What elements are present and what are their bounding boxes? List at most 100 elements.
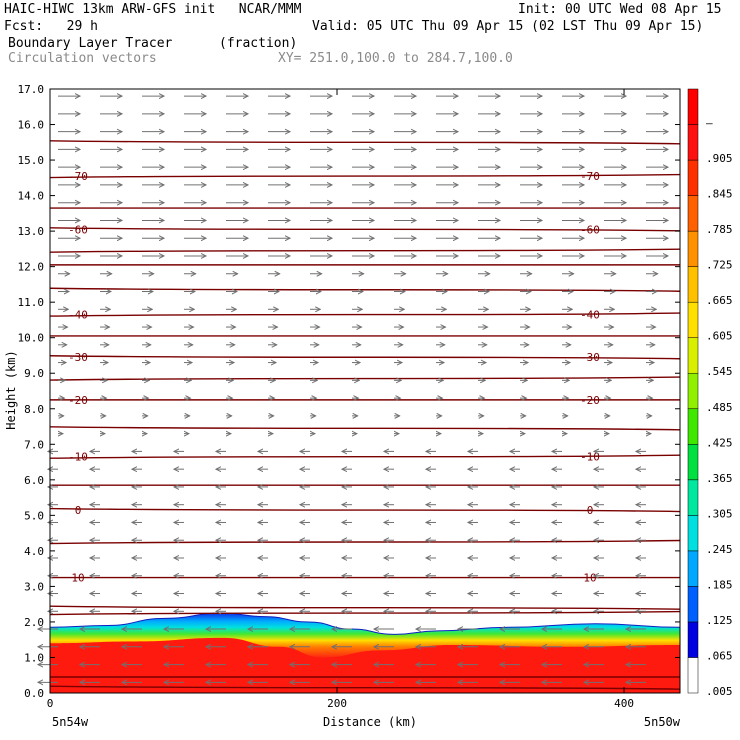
- valid-time: Valid: 05 UTC Thu 09 Apr 15 (02 LST Thu …: [312, 19, 704, 34]
- contour-label: -70: [68, 170, 88, 183]
- colorbar-label: .425: [706, 436, 733, 449]
- colorbar: .005 .065 .125 .185 .245 .305 .365 .425 .485 .545…: [687, 88, 733, 698]
- colorbar-swatch: [687, 159, 699, 196]
- colorbar-label: –: [706, 117, 713, 130]
- x-start-label: 5n54w: [52, 715, 89, 729]
- colorbar-swatch: [687, 88, 699, 125]
- contour-line: [49, 287, 681, 292]
- contour-label: -30: [68, 351, 88, 364]
- contour-line: [49, 685, 681, 690]
- contour-line: [49, 173, 681, 179]
- colorbar-label: .125: [706, 614, 733, 627]
- y-tick-label: 12.0: [18, 261, 45, 274]
- colorbar-label: .365: [706, 472, 733, 485]
- x-axis-label: Distance (km): [323, 715, 417, 729]
- y-tick-label: 4.0: [24, 545, 44, 558]
- contour-line: [49, 539, 681, 545]
- colorbar-swatch: [687, 195, 699, 232]
- colorbar-label: .725: [706, 259, 733, 272]
- plot-frame: [49, 88, 681, 694]
- contour-label: 10: [583, 572, 596, 585]
- title-line1: HAIC-HIWC 13km ARW-GFS init NCAR/MMM: [4, 2, 302, 17]
- contour-line: [49, 507, 681, 513]
- colorbar-label: .605: [706, 330, 733, 343]
- contour-label: -20: [68, 394, 88, 407]
- colorbar-label: .785: [706, 223, 733, 236]
- colorbar-swatch: [687, 621, 699, 658]
- colorbar-swatch: [687, 408, 699, 445]
- colorbar-label: .065: [706, 649, 733, 662]
- colorbar-label: .485: [706, 401, 733, 414]
- temperature-contours: 10 10 0 0 -10 -10 -20 -20 -30 -30 -40 -40 -60 -60 -70 -…: [49, 140, 681, 690]
- y-tick-label: 11.0: [18, 296, 45, 309]
- colorbar-label: .305: [706, 507, 733, 520]
- cross-section-endpoints: XY= 251.0,100.0 to 284.7,100.0: [278, 51, 513, 66]
- y-tick-label: 9.0: [24, 367, 44, 380]
- colorbar-label: .905: [706, 152, 733, 165]
- contour-label: -70: [580, 170, 600, 183]
- colorbar-label: .845: [706, 188, 733, 201]
- y-tick-label: 6.0: [24, 474, 44, 487]
- y-tick-label: 10.0: [18, 332, 45, 345]
- contour-line: [49, 312, 681, 317]
- contour-label: 0: [75, 504, 82, 517]
- field-units: (fraction): [219, 36, 298, 51]
- y-tick-label: 16.0: [18, 119, 45, 132]
- y-tick-label: 0.0: [24, 687, 44, 700]
- colorbar-swatch: [687, 515, 699, 552]
- colorbar-swatch: [687, 337, 699, 374]
- x-axis: 0 200 400: [47, 89, 634, 710]
- contour-label: -60: [580, 223, 600, 236]
- contour-line: [49, 376, 681, 381]
- contour-label: -40: [68, 309, 88, 322]
- x-end-label: 5n50w: [644, 715, 681, 729]
- contour-label: -20: [580, 394, 600, 407]
- circulation-vectors: [38, 96, 668, 682]
- y-tick-label: 15.0: [18, 154, 45, 167]
- colorbar-swatch: [687, 372, 699, 410]
- colorbar-swatch: [687, 550, 699, 587]
- colorbar-label: .005: [706, 685, 733, 698]
- x-tick-label: 0: [47, 697, 54, 710]
- tracer-field: [49, 612, 681, 693]
- contour-line: [49, 610, 681, 616]
- contour-label: -30: [580, 351, 600, 364]
- contour-line: [49, 140, 681, 145]
- y-tick-label: 7.0: [24, 438, 44, 451]
- y-axis: 0.0 1.0 2.0 3.0 4.0 5.0 6.0 7.0 8.0 9.0 10.0 11.0 12…: [18, 83, 680, 700]
- contour-label: 10: [71, 572, 84, 585]
- contour-line: [49, 355, 681, 360]
- colorbar-swatch: [687, 444, 699, 481]
- colorbar-swatch: [687, 124, 699, 161]
- colorbar-label: .245: [706, 543, 733, 556]
- y-tick-label: 17.0: [18, 83, 45, 96]
- y-tick-label: 3.0: [24, 580, 44, 593]
- colorbar-label: .545: [706, 365, 733, 378]
- init-time: Init: 00 UTC Wed 08 Apr 15: [518, 2, 722, 17]
- forecast-hour: Fcst: 29 h: [4, 19, 98, 34]
- contour-label: -10: [68, 451, 88, 464]
- contour-label: -60: [68, 223, 88, 236]
- x-tick-label: 200: [327, 697, 347, 710]
- y-tick-label: 5.0: [24, 509, 44, 522]
- y-axis-label: Height (km): [4, 350, 18, 429]
- y-tick-label: 13.0: [18, 225, 45, 238]
- colorbar-label: .185: [706, 578, 733, 591]
- contour-line: [49, 605, 681, 610]
- y-tick-label: 8.0: [24, 403, 44, 416]
- contour-label: -40: [580, 309, 600, 322]
- contour-line: [49, 454, 681, 459]
- contour-label: 0: [587, 504, 594, 517]
- field-name: Boundary Layer Tracer: [8, 36, 173, 51]
- contour-label: -10: [580, 451, 600, 464]
- y-tick-label: 1.0: [24, 651, 44, 664]
- y-tick-label: 2.0: [24, 616, 44, 629]
- colorbar-swatch: [687, 301, 699, 338]
- colorbar-swatch: [687, 657, 699, 694]
- contour-line: [49, 248, 681, 253]
- colorbar-swatch: [687, 266, 699, 303]
- colorbar-swatch: [687, 586, 699, 623]
- contour-line: [49, 426, 681, 431]
- vector-label: Circulation vectors: [8, 51, 157, 66]
